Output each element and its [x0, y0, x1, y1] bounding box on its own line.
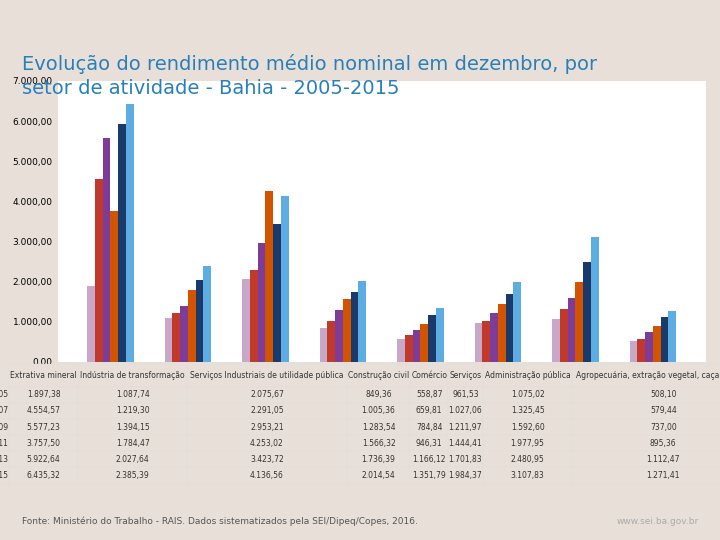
Bar — [335, 310, 343, 362]
Bar — [320, 328, 328, 362]
Bar — [428, 315, 436, 362]
Bar — [552, 319, 560, 362]
Bar — [328, 321, 335, 362]
Bar — [645, 332, 653, 362]
Bar — [668, 311, 676, 362]
Bar — [661, 317, 668, 362]
Bar — [413, 330, 420, 362]
Bar — [242, 279, 250, 362]
Bar — [102, 138, 110, 362]
Text: Fonte: Ministério do Trabalho - RAIS. Dados sistematizados pela SEI/Dipeq/Copes,: Fonte: Ministério do Trabalho - RAIS. Da… — [22, 517, 418, 526]
Bar — [397, 339, 405, 362]
Bar — [172, 313, 180, 362]
Bar — [653, 326, 661, 362]
Bar — [637, 339, 645, 362]
Bar — [266, 191, 273, 362]
Bar — [513, 282, 521, 362]
Bar — [281, 196, 289, 362]
Bar — [498, 304, 505, 362]
Bar — [126, 104, 134, 362]
Bar — [567, 298, 575, 362]
Text: www.sei.ba.gov.br: www.sei.ba.gov.br — [616, 517, 698, 526]
Bar — [273, 225, 281, 362]
Bar — [405, 335, 413, 362]
Bar — [420, 324, 428, 362]
Bar — [250, 270, 258, 362]
Bar — [629, 341, 637, 362]
Bar — [110, 211, 118, 362]
Bar — [482, 321, 490, 362]
Text: Evolução do rendimento médio nominal em dezembro, por
setor de atividade - Bahia: Evolução do rendimento médio nominal em … — [22, 54, 597, 98]
Bar — [560, 309, 567, 362]
Bar — [203, 266, 211, 362]
Bar — [188, 290, 196, 362]
Bar — [359, 281, 366, 362]
Bar — [258, 244, 266, 362]
Bar — [165, 318, 172, 362]
Bar — [118, 124, 126, 362]
Bar — [196, 280, 203, 362]
Bar — [474, 323, 482, 362]
Bar — [87, 286, 95, 362]
Bar — [583, 262, 591, 362]
Bar — [180, 306, 188, 362]
Bar — [591, 237, 598, 362]
Bar — [575, 282, 583, 362]
Bar — [343, 299, 351, 362]
Bar — [351, 292, 359, 362]
Bar — [95, 179, 102, 362]
Bar — [505, 294, 513, 362]
Bar — [436, 308, 444, 362]
Bar — [490, 313, 498, 362]
